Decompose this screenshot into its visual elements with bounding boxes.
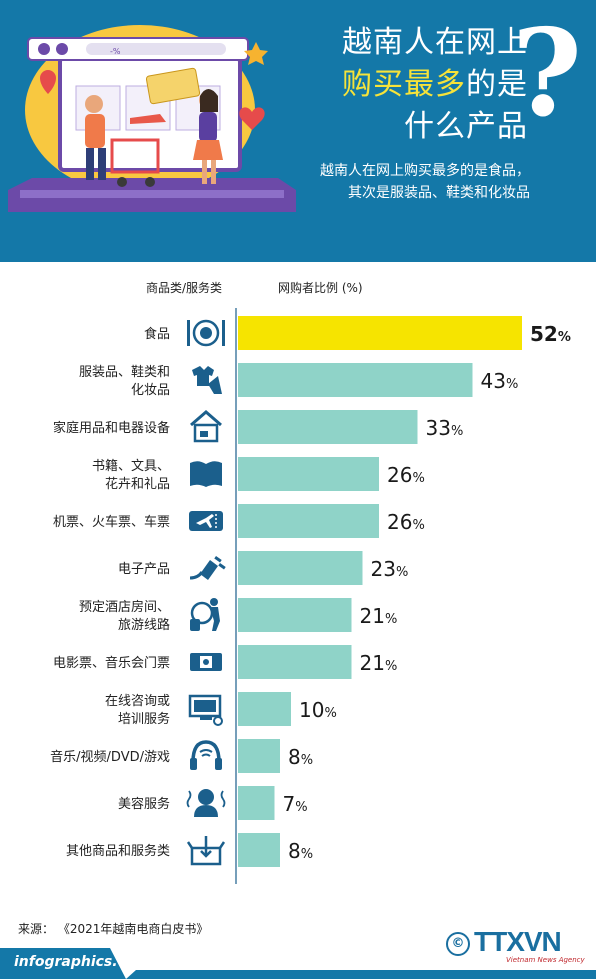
subtitle-line-2: 其次是服装品、鞋类和化妆品 bbox=[348, 185, 530, 201]
beauty-icon bbox=[186, 789, 226, 817]
value-label: 7% bbox=[283, 792, 308, 816]
online-training-icon bbox=[188, 694, 223, 726]
box-icon bbox=[186, 836, 226, 866]
bar bbox=[238, 316, 522, 350]
value-label: 8% bbox=[288, 839, 313, 863]
category-column-header: 商品类/服务类 bbox=[146, 281, 223, 295]
online-shopping-illustration: -% bbox=[8, 25, 296, 212]
value-label: 8% bbox=[288, 745, 313, 769]
subtitle-line-1: 越南人在网上购买最多的是食品， bbox=[320, 163, 530, 179]
browser-address-text: -% bbox=[110, 47, 121, 56]
value-label: 21% bbox=[360, 604, 398, 628]
value-column-header: 网购者比例 (%) bbox=[278, 281, 363, 295]
bar bbox=[238, 786, 275, 820]
copyright-icon: © bbox=[446, 932, 470, 956]
source-note: 来源： 《2021年越南电商白皮书》 bbox=[18, 922, 209, 936]
title-line-3: 什么产品 bbox=[404, 109, 528, 144]
title-line-2-rest: 的是 bbox=[466, 67, 528, 102]
value-label: 26% bbox=[387, 510, 425, 534]
footer-site-link[interactable]: infographics.vn bbox=[14, 954, 137, 970]
plate-cutlery-icon bbox=[187, 319, 225, 347]
category-label: 机票、火车票、车票 bbox=[53, 514, 170, 530]
bar bbox=[238, 833, 280, 867]
bar bbox=[238, 457, 379, 491]
traveler-icon bbox=[190, 598, 220, 631]
headphones-icon bbox=[190, 740, 222, 770]
bar bbox=[238, 645, 352, 679]
title-highlight: 购买最多 bbox=[342, 67, 466, 102]
title-line-2: 购买最多的是 bbox=[342, 64, 528, 106]
category-label: 预定酒店房间、旅游线路 bbox=[79, 599, 170, 633]
value-label: 21% bbox=[360, 651, 398, 675]
book-icon bbox=[190, 461, 222, 487]
value-label: 43% bbox=[481, 369, 519, 393]
house-icon bbox=[190, 410, 222, 443]
bar bbox=[238, 504, 379, 538]
category-label: 其他商品和服务类 bbox=[66, 843, 170, 859]
value-label: 33% bbox=[426, 416, 464, 440]
bar bbox=[238, 739, 280, 773]
footer-bar bbox=[0, 948, 596, 979]
header-banner: -% 越南人在网上 购买最多的是 什么产品 ? 越南人在网上购买最多的是食品， … bbox=[0, 0, 596, 262]
title-line-1: 越南人在网上 bbox=[342, 25, 528, 60]
bar bbox=[238, 551, 363, 585]
category-label: 服装品、鞋类和化妆品 bbox=[79, 364, 170, 398]
bar bbox=[238, 363, 473, 397]
category-label: 音乐/视频/DVD/游戏 bbox=[50, 749, 170, 765]
bar bbox=[238, 410, 418, 444]
value-label: 23% bbox=[371, 557, 409, 581]
ticket-icon bbox=[189, 511, 223, 531]
agency-logo-subtitle: Vietnam News Agency bbox=[506, 956, 585, 964]
bar bbox=[238, 692, 291, 726]
category-label: 食品 bbox=[144, 326, 170, 342]
category-label: 家庭用品和电器设备 bbox=[53, 420, 170, 436]
bar bbox=[238, 598, 352, 632]
agency-logo: TTXVN bbox=[474, 926, 562, 957]
page-title: 越南人在网上 购买最多的是 什么产品 bbox=[342, 22, 528, 148]
category-label: 电影票、音乐会门票 bbox=[53, 655, 170, 671]
bar-chart: 食品 52% 服装品、鞋类和化妆品 43% 家庭用品和电器设备 33% 书籍、文具、花卉和礼… bbox=[50, 308, 571, 884]
plug-icon bbox=[189, 556, 226, 580]
category-label: 电子产品 bbox=[118, 562, 170, 577]
clothes-icon bbox=[192, 366, 222, 394]
category-label: 在线咨询或培训服务 bbox=[105, 694, 170, 727]
category-label: 美容服务 bbox=[118, 796, 170, 812]
value-label: 10% bbox=[299, 698, 337, 722]
value-label: 52% bbox=[530, 322, 571, 346]
page-subtitle: 越南人在网上购买最多的是食品， 其次是服装品、鞋类和化妆品 bbox=[230, 160, 530, 204]
category-label: 书籍、文具、花卉和礼品 bbox=[92, 458, 170, 492]
film-ticket-icon bbox=[190, 653, 222, 671]
question-mark: ? bbox=[511, 3, 582, 144]
value-label: 26% bbox=[387, 463, 425, 487]
illustration-shapes bbox=[8, 25, 296, 212]
